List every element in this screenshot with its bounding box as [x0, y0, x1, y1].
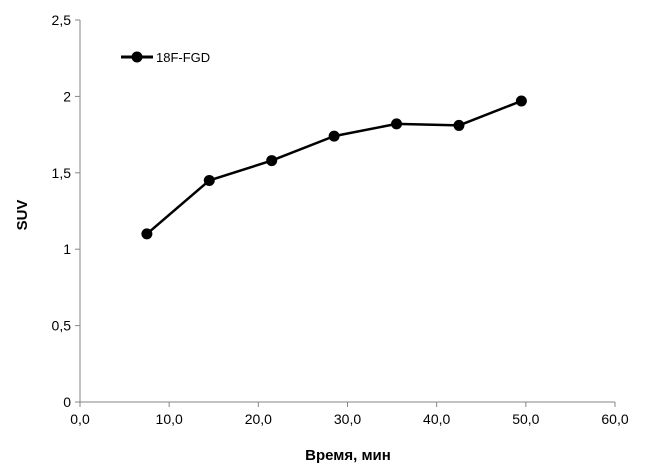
- legend-label: 18F-FGD: [156, 50, 210, 65]
- y-tick-label: 0: [63, 394, 71, 410]
- y-tick-label: 2: [63, 88, 71, 104]
- x-tick-label: 50,0: [512, 411, 539, 427]
- data-point: [453, 119, 465, 131]
- series-layer: [141, 95, 527, 240]
- y-tick-label: 0,5: [52, 318, 72, 334]
- y-tick-label: 1: [63, 241, 71, 257]
- y-axis-title: SUV: [14, 200, 31, 231]
- legend: 18F-FGD: [121, 50, 210, 65]
- data-point: [203, 174, 215, 186]
- x-tick-label: 40,0: [423, 411, 450, 427]
- x-tick-label: 60,0: [601, 411, 628, 427]
- data-point: [515, 95, 527, 107]
- data-point: [141, 228, 153, 240]
- x-tick-label: 30,0: [334, 411, 361, 427]
- data-point: [391, 118, 403, 130]
- y-axis-ticks: 0 0,5 1 1,5 2 2,5: [52, 12, 80, 410]
- legend-marker: [131, 51, 143, 63]
- data-point: [328, 130, 340, 142]
- x-axis-title: Время, мин: [305, 447, 391, 464]
- x-tick-label: 10,0: [156, 411, 183, 427]
- axes: [79, 20, 615, 403]
- x-axis-ticks: 0,0 10,0 20,0 30,0 40,0 50,0 60,0: [70, 402, 629, 427]
- series-line: [146, 99, 522, 235]
- x-tick-label: 0,0: [70, 411, 90, 427]
- y-tick-label: 2,5: [52, 12, 72, 28]
- data-point: [266, 155, 278, 167]
- x-tick-label: 20,0: [245, 411, 272, 427]
- y-tick-label: 1,5: [52, 165, 72, 181]
